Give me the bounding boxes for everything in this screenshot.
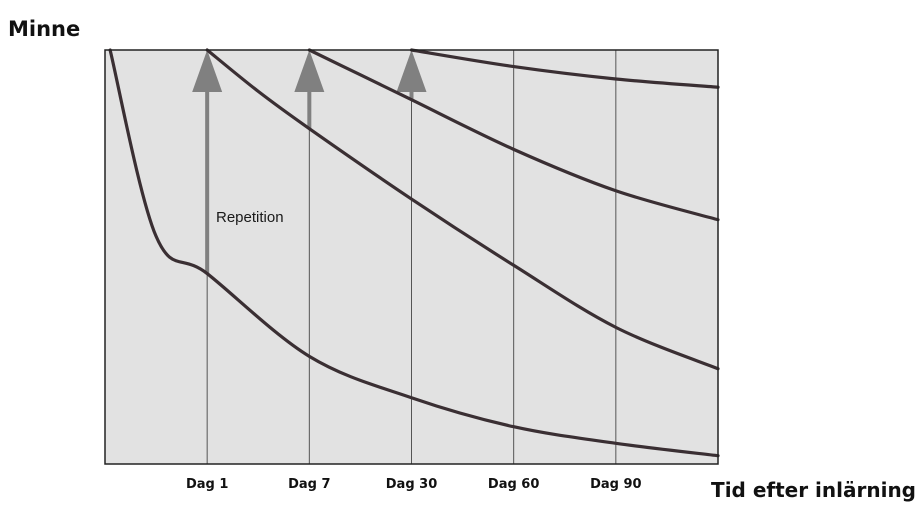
arrow-head: [192, 50, 223, 92]
retention-curve-2: [205, 48, 720, 371]
retention-curve-1: [108, 48, 720, 458]
arrow-shaft: [205, 91, 210, 274]
repetition-arrow-1: [192, 50, 223, 274]
x-tick-label: Dag 7: [288, 477, 330, 492]
repetition-arrow-2: [294, 50, 325, 129]
x-tick-label: Dag 30: [386, 477, 438, 492]
retention-curves: [108, 48, 720, 458]
repetition-annotation: Repetition: [216, 209, 284, 226]
repetition-arrow-3: [396, 50, 427, 100]
arrow-head: [396, 50, 427, 92]
arrow-shaft: [409, 91, 414, 100]
x-tick-label: Dag 90: [590, 477, 642, 492]
x-tick-labels: Dag 1 Dag 7 Dag 30 Dag 60 Dag 90: [186, 477, 642, 492]
retention-curve-3: [307, 48, 720, 222]
x-axis-label: Tid efter inlärning: [711, 478, 916, 502]
x-tick-label: Dag 60: [488, 477, 540, 492]
arrow-head: [294, 50, 325, 92]
x-tick-label: Dag 1: [186, 477, 228, 492]
retention-curve-4: [409, 48, 720, 89]
repetition-arrows: [192, 50, 427, 274]
plot-frame: [104, 49, 719, 465]
arrow-shaft: [307, 91, 312, 129]
y-axis-label: Minne: [8, 17, 80, 41]
